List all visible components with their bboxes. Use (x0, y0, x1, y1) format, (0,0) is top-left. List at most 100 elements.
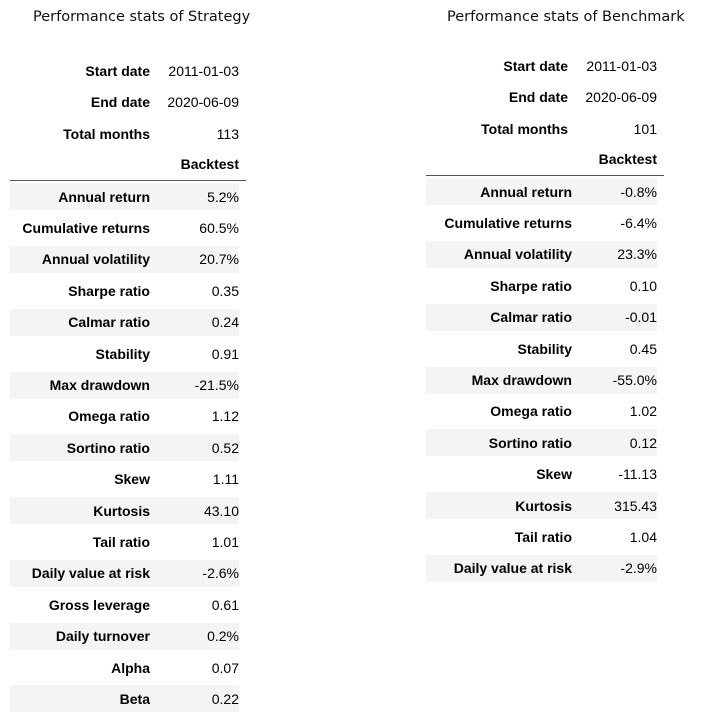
stat-row: Tail ratio 1.01 (10, 526, 246, 557)
stat-value: 0.07 (211, 659, 239, 676)
stat-row: Beta 0.22 (10, 683, 246, 714)
meta-row: End date 2020-06-09 (0, 87, 250, 119)
strategy-meta: Start date 2011-01-03 End date 2020-06-0… (0, 55, 250, 150)
stat-value: -55.0% (580, 366, 657, 394)
stat-value: 0.2% (158, 622, 239, 650)
stat-label: Annual volatility (10, 245, 158, 273)
meta-row: Total months 113 (0, 118, 250, 150)
meta-row: End date 2020-06-09 (420, 82, 670, 114)
strategy-panel: Performance stats of Strategy Start date… (0, 0, 260, 726)
stat-value: -11.13 (618, 466, 657, 483)
stat-value: 0.91 (211, 345, 239, 362)
meta-value: 2011-01-03 (586, 57, 657, 74)
stat-value: -2.9% (580, 554, 657, 582)
stat-value: 0.45 (629, 340, 657, 357)
meta-value: 2020-06-09 (585, 89, 657, 106)
stat-value: 315.43 (580, 492, 657, 520)
stat-value: -2.6% (158, 559, 239, 587)
stat-value: 1.11 (212, 471, 239, 488)
stat-row: Daily value at risk -2.6% (10, 558, 246, 589)
meta-row: Total months 101 (420, 113, 670, 145)
stat-row: Omega ratio 1.02 (426, 396, 664, 427)
stat-value: 43.10 (158, 497, 239, 525)
stat-value: 0.24 (158, 308, 239, 336)
stat-value: 1.02 (629, 403, 657, 420)
stat-value: -21.5% (158, 371, 239, 399)
stat-row: Max drawdown -55.0% (426, 364, 664, 395)
stat-label: Sortino ratio (426, 429, 580, 457)
stat-row: Kurtosis 43.10 (10, 495, 246, 526)
stat-row: Stability 0.45 (426, 333, 664, 364)
stat-label: Omega ratio (490, 403, 572, 420)
stat-label: Daily value at risk (10, 559, 158, 587)
stat-value: 5.2% (158, 183, 239, 211)
stat-value: 0.22 (158, 685, 239, 713)
stat-label: Daily turnover (10, 622, 158, 650)
stat-row: Alpha 0.07 (10, 652, 246, 683)
meta-row: Start date 2011-01-03 (0, 55, 250, 87)
stat-value: 1.12 (211, 408, 239, 425)
strategy-column-header: Backtest (180, 156, 239, 172)
meta-label: Start date (503, 57, 568, 74)
stat-row: Skew -11.13 (426, 459, 664, 490)
stat-row: Daily value at risk -2.9% (426, 553, 664, 584)
benchmark-title: Performance stats of Benchmark (447, 9, 685, 25)
stat-value: 60.5% (199, 220, 239, 237)
stat-value: 23.3% (580, 240, 657, 268)
stat-value: 1.04 (629, 528, 657, 545)
stat-value: 0.35 (211, 282, 239, 299)
stat-row: Skew 1.11 (10, 464, 246, 495)
stat-label: Annual return (426, 178, 580, 206)
stat-row: Max drawdown -21.5% (10, 369, 246, 400)
stat-value: 0.12 (580, 429, 657, 457)
stat-row: Annual volatility 23.3% (426, 239, 664, 270)
stat-row: Tail ratio 1.04 (426, 521, 664, 552)
stat-row: Calmar ratio -0.01 (426, 302, 664, 333)
stat-label: Calmar ratio (10, 308, 158, 336)
stat-row: Kurtosis 315.43 (426, 490, 664, 521)
stat-row: Sharpe ratio 0.35 (10, 275, 246, 306)
stat-value: -0.8% (580, 178, 657, 206)
meta-value: 113 (216, 125, 239, 142)
stat-label: Daily value at risk (426, 554, 580, 582)
meta-label: End date (508, 89, 568, 106)
stat-label: Gross leverage (48, 596, 150, 613)
stat-label: Sharpe ratio (490, 277, 572, 294)
stat-row: Sortino ratio 0.52 (10, 432, 246, 463)
meta-label: Start date (85, 62, 150, 79)
stat-label: Stability (95, 345, 150, 362)
meta-label: End date (90, 94, 150, 111)
stat-label: Skew (114, 471, 150, 488)
stat-row: Calmar ratio 0.24 (10, 307, 246, 338)
stat-label: Sharpe ratio (68, 282, 150, 299)
stat-row: Cumulative returns 60.5% (10, 212, 246, 243)
stat-label: Alpha (111, 659, 150, 676)
stat-label: Sortino ratio (10, 434, 158, 462)
meta-value: 101 (633, 120, 657, 137)
stat-label: Annual volatility (426, 240, 580, 268)
stat-value: 0.10 (629, 277, 657, 294)
stat-row: Gross leverage 0.61 (10, 589, 246, 620)
stat-label: Kurtosis (10, 497, 158, 525)
stat-row: Cumulative returns -6.4% (426, 207, 664, 238)
stat-row: Sortino ratio 0.12 (426, 427, 664, 458)
stat-value: -0.01 (580, 303, 657, 331)
stat-label: Stability (517, 340, 572, 357)
stat-label: Omega ratio (68, 408, 150, 425)
stat-row: Annual return -0.8% (426, 176, 664, 207)
stat-row: Omega ratio 1.12 (10, 401, 246, 432)
stat-label: Beta (10, 685, 158, 713)
stat-row: Annual return 5.2% (10, 181, 246, 212)
strategy-title: Performance stats of Strategy (33, 9, 251, 25)
stat-label: Calmar ratio (426, 303, 580, 331)
stat-label: Kurtosis (426, 492, 580, 520)
stat-label: Tail ratio (92, 533, 150, 550)
meta-label: Total months (63, 125, 150, 142)
strategy-stats-table: Annual return 5.2% Cumulative returns 60.5%… (10, 180, 246, 715)
stat-value: 20.7% (158, 245, 239, 273)
meta-label: Total months (481, 120, 568, 137)
meta-value: 2011-01-03 (168, 62, 239, 79)
stat-value: 1.01 (211, 533, 239, 550)
stat-row: Stability 0.91 (10, 338, 246, 369)
benchmark-column-header: Backtest (598, 151, 657, 167)
